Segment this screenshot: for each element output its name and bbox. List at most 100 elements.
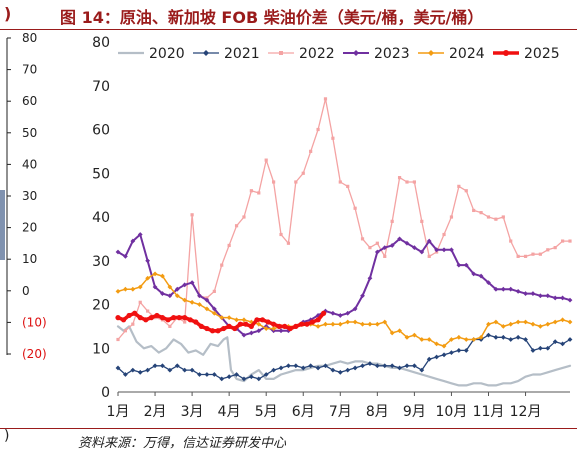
data-point: [304, 321, 310, 327]
data-point: [293, 363, 299, 369]
data-point: [174, 286, 180, 292]
data-point: [552, 295, 558, 301]
data-point: [115, 288, 121, 294]
legend-marker: [203, 50, 209, 56]
data-point: [116, 337, 120, 342]
y-tick-label: 0: [101, 385, 110, 401]
data-point: [449, 337, 454, 342]
data-point: [515, 288, 521, 294]
data-point: [426, 356, 432, 362]
data-point: [276, 323, 282, 329]
data-point: [411, 363, 417, 369]
data-point: [486, 215, 491, 219]
data-point: [375, 241, 379, 245]
data-point: [367, 321, 373, 327]
data-point: [241, 317, 247, 323]
data-point: [449, 350, 454, 356]
data-point: [389, 330, 395, 336]
data-point: [486, 280, 491, 286]
y-tick-label: 10: [92, 341, 110, 357]
data-point: [152, 363, 158, 369]
data-point: [367, 361, 373, 366]
data-point: [263, 326, 269, 331]
data-point: [321, 310, 327, 316]
data-point: [493, 319, 499, 325]
data-point: [516, 254, 520, 258]
data-point: [508, 321, 514, 327]
data-point: [478, 334, 484, 340]
data-point: [323, 363, 328, 369]
legend-marker: [279, 51, 283, 55]
source-note: 资料来源：万得，信达证券研发中心: [78, 436, 287, 451]
data-point: [486, 332, 491, 338]
data-point: [204, 306, 210, 312]
data-point: [271, 321, 277, 327]
data-point: [531, 252, 535, 256]
data-point: [463, 348, 469, 353]
data-point: [493, 334, 499, 340]
series-layer: [115, 97, 573, 387]
data-point: [404, 363, 410, 369]
data-point: [174, 293, 180, 299]
data-point: [189, 299, 195, 305]
x-tick-label: 2月: [144, 404, 167, 420]
left-panel-ticks: 80 70 60 50 40 30 20 10 0 (10) (20): [7, 31, 47, 361]
data-point: [360, 237, 365, 241]
data-point: [479, 211, 483, 215]
data-point: [248, 323, 254, 329]
data-point: [167, 367, 173, 373]
data-point: [411, 332, 417, 338]
data-point: [286, 363, 291, 369]
legend-label-2020: 2020: [149, 46, 185, 62]
data-point: [160, 291, 165, 296]
y-tick-label: 80: [92, 35, 110, 51]
data-point: [219, 376, 225, 382]
data-point: [449, 215, 454, 219]
series-2020: [116, 325, 572, 387]
data-point: [426, 337, 432, 342]
series-line-2020: [116, 325, 572, 387]
data-point: [234, 224, 239, 228]
x-tick-label: 5月: [255, 404, 278, 420]
data-point: [241, 332, 247, 338]
data-point: [352, 365, 358, 371]
data-point: [567, 297, 573, 303]
data-point: [301, 171, 305, 175]
y-tick-label: 60: [92, 123, 110, 139]
data-point: [176, 315, 182, 321]
data-point: [243, 321, 249, 327]
data-point: [165, 317, 171, 323]
data-point: [271, 326, 277, 331]
left-tick-label: 20: [22, 221, 37, 235]
data-point: [167, 293, 173, 299]
y-tick-label: 20: [92, 298, 110, 314]
x-tick-label: 6月: [292, 404, 315, 420]
data-point: [259, 317, 266, 323]
legend-marker: [353, 50, 359, 56]
data-point: [152, 284, 158, 290]
left-tick-label: 50: [22, 126, 37, 140]
data-point: [567, 319, 573, 325]
data-point: [500, 323, 506, 329]
source-divider: [0, 428, 577, 429]
data-point: [560, 295, 565, 301]
data-point: [523, 254, 528, 258]
data-point: [160, 363, 165, 369]
data-point: [182, 315, 188, 321]
data-point: [405, 180, 409, 184]
legend-label-2024: 2024: [449, 46, 485, 62]
data-point: [449, 247, 454, 253]
left-tick-label: (10): [22, 315, 47, 329]
data-point: [197, 372, 202, 377]
data-point: [346, 184, 350, 188]
data-point: [345, 319, 351, 325]
data-point: [500, 286, 506, 292]
title-bar: ) 图 14：原油、新加坡 FOB 柴油价差（美元/桶，美元/桶）: [0, 0, 577, 30]
data-point: [115, 365, 121, 371]
legend-label-2023: 2023: [374, 46, 410, 62]
data-point: [337, 369, 343, 375]
data-point: [389, 363, 395, 369]
data-point: [159, 315, 166, 321]
data-point: [287, 325, 293, 332]
x-tick-label: 4月: [218, 404, 241, 420]
